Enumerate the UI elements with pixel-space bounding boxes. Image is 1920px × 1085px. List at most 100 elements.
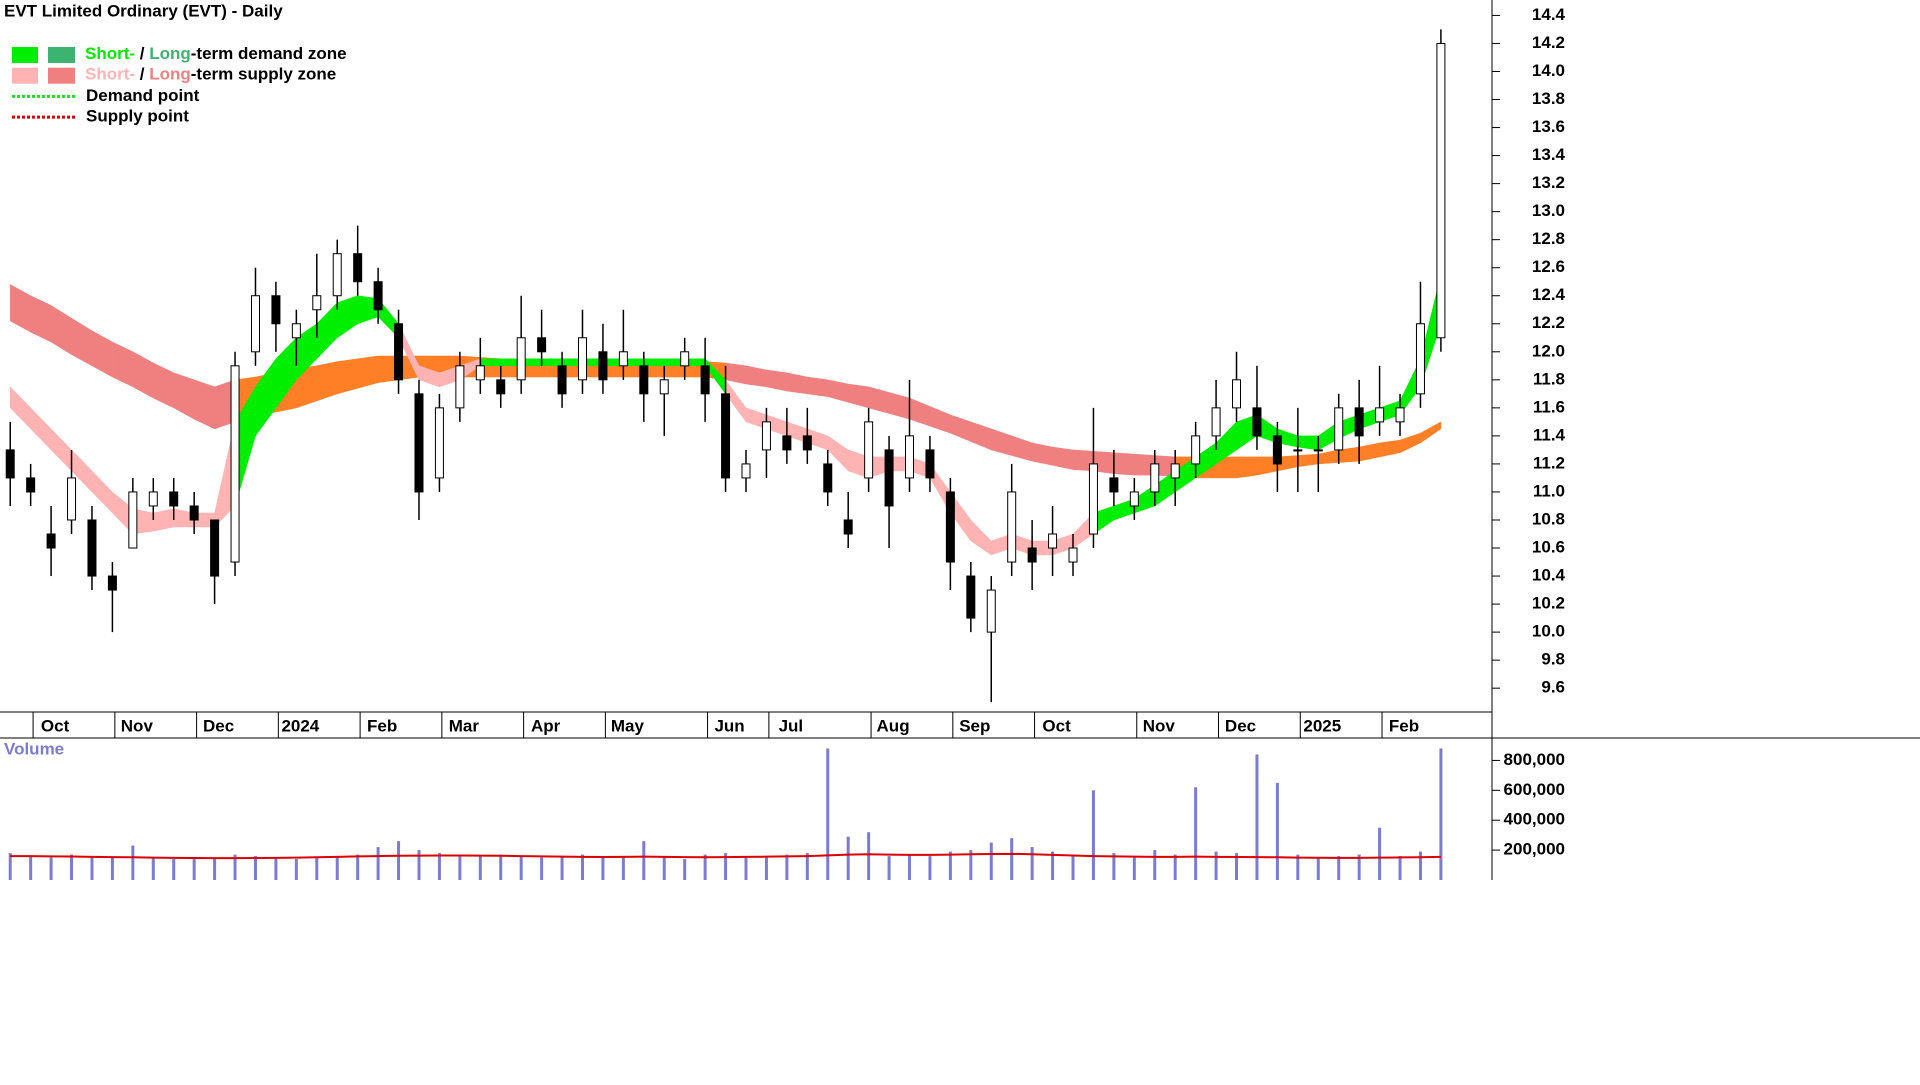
volume-bar: [969, 850, 973, 880]
candle-body: [1375, 407, 1385, 423]
candle-body: [1293, 449, 1303, 452]
candle-body: [598, 351, 608, 381]
zone-segment: [1011, 435, 1033, 462]
y-tick-label: 12.8: [1532, 229, 1565, 248]
candle-body: [1150, 463, 1160, 493]
candle-body: [1109, 477, 1119, 493]
zone-segment: [132, 351, 154, 399]
candle-body: [1007, 491, 1017, 563]
x-tick-label: 2025: [1303, 716, 1341, 735]
legend-short: Short-: [85, 44, 135, 63]
candle-body: [1027, 547, 1037, 563]
legend-label: Supply point: [86, 107, 189, 126]
candle-body: [823, 463, 833, 493]
candle-body: [148, 491, 158, 507]
candle-body: [1395, 407, 1405, 423]
volume-bar: [1030, 847, 1034, 880]
volume-bar: [1194, 787, 1198, 880]
x-tick-label: May: [611, 716, 645, 735]
candle-body: [639, 365, 649, 395]
volume-bar: [90, 856, 94, 880]
candle-body: [721, 393, 731, 479]
candle-body: [700, 365, 710, 395]
volume-bar: [1132, 856, 1136, 880]
volume-bar: [192, 859, 196, 880]
candle-body: [46, 533, 56, 549]
y-tick-label: 13.6: [1532, 117, 1565, 136]
zone-segment: [766, 369, 788, 392]
candle-body: [516, 337, 526, 381]
volume-bar: [1378, 827, 1382, 880]
x-tick-label: Nov: [1143, 716, 1176, 735]
zone-segment: [316, 361, 338, 402]
y-tick-label: 10.8: [1532, 509, 1565, 528]
candle-body: [394, 323, 404, 381]
candle-body: [87, 519, 97, 577]
y-tick-label: 13.0: [1532, 201, 1565, 220]
volume-bar: [1255, 754, 1259, 880]
volume-bar: [1091, 790, 1095, 880]
volume-bar: [519, 856, 523, 880]
legend-sep: /: [135, 44, 149, 63]
zone-segment: [929, 406, 951, 434]
candle-body: [414, 393, 424, 493]
volume-bar: [1173, 854, 1177, 880]
volume-bar: [499, 854, 503, 880]
candle-body: [557, 365, 567, 395]
volume-bar: [805, 853, 809, 880]
candle-body: [373, 281, 383, 311]
volume-bar: [928, 856, 932, 880]
volume-bar: [70, 854, 74, 880]
volume-bar: [764, 857, 768, 880]
y-tick-label: 10.2: [1532, 594, 1565, 613]
volume-bar: [315, 857, 319, 880]
candle-body: [659, 379, 669, 395]
volume-bar: [49, 857, 53, 880]
candle-body: [577, 337, 587, 381]
candle-body: [1313, 449, 1323, 452]
y-tick-label: 13.8: [1532, 89, 1565, 108]
candle-body: [26, 477, 36, 493]
x-tick-label: Feb: [367, 716, 397, 735]
x-tick-label: Feb: [1389, 716, 1419, 735]
candle-body: [455, 365, 465, 409]
volume-bar: [1418, 851, 1422, 880]
volume-bar: [887, 856, 891, 880]
candle-body: [434, 407, 444, 479]
zone-segment: [153, 508, 174, 532]
candle-body: [496, 379, 506, 395]
y-tick-label: 13.2: [1532, 173, 1565, 192]
x-tick-label: Apr: [531, 716, 561, 735]
candle-body: [1068, 547, 1078, 563]
x-tick-label: Oct: [1042, 716, 1071, 735]
zone-segment: [1113, 452, 1135, 476]
candle-body: [1354, 407, 1364, 437]
y-tick-label: 11.8: [1533, 369, 1565, 388]
zone-segment: [173, 372, 195, 420]
candle-body: [312, 295, 322, 311]
volume-bar: [458, 854, 462, 880]
y-tick-label: 10.6: [1532, 538, 1565, 557]
y-tick-label: 11.4: [1533, 425, 1566, 444]
legend-swatch: [12, 47, 38, 63]
zone-segment: [807, 376, 829, 397]
candle-body: [1232, 379, 1242, 409]
zone-segment: [316, 302, 338, 360]
x-tick-label: Dec: [1225, 716, 1256, 735]
zone-segment: [50, 428, 72, 472]
candle-body: [966, 575, 976, 619]
candle-body: [1252, 407, 1262, 437]
candle-body: [128, 491, 138, 549]
legend-swatch: [48, 47, 75, 63]
x-tick-label: Aug: [877, 716, 910, 735]
zone-segment: [745, 365, 767, 388]
x-tick-label: Nov: [121, 716, 154, 735]
zone-segment: [1052, 446, 1074, 470]
y-tick-label: 12.6: [1532, 257, 1565, 276]
volume-bar: [1214, 851, 1218, 880]
volume-bar: [172, 859, 176, 880]
x-tick-label: Sep: [959, 716, 990, 735]
candle-body: [864, 421, 874, 479]
volume-bar: [683, 859, 687, 880]
